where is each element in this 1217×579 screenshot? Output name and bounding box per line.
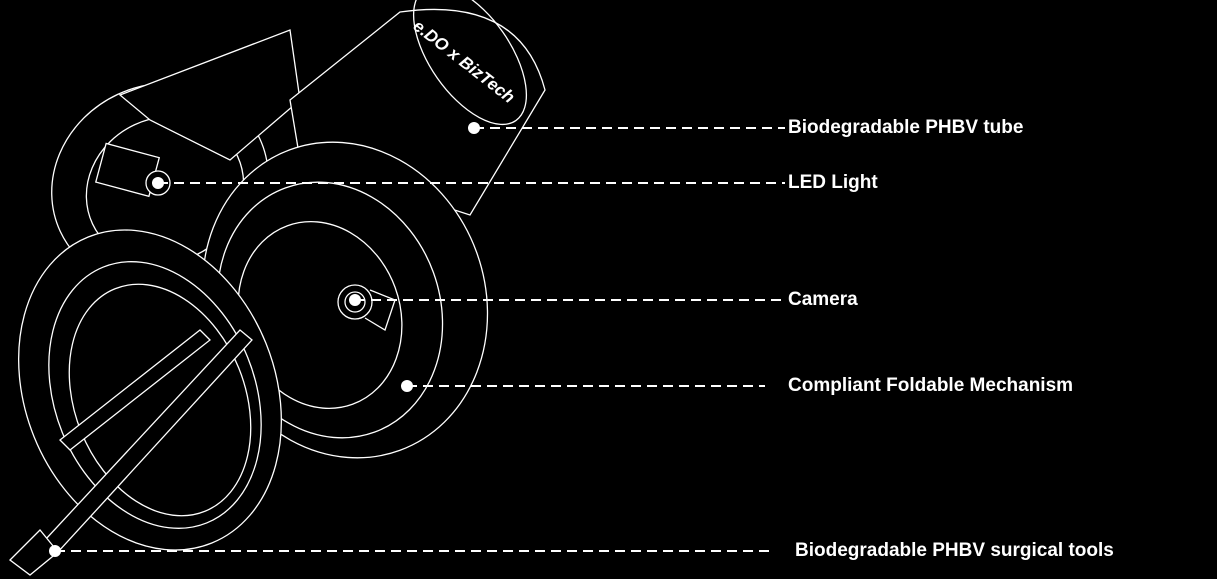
callout-label: Biodegradable PHBV tube [788, 117, 1023, 138]
callout-label: Compliant Foldable Mechanism [788, 375, 1073, 396]
callout-dot [49, 545, 61, 557]
callout-dot [152, 177, 164, 189]
diagram: e.DO x BizTech Biodegradable PHBV tubeLE… [0, 0, 1217, 579]
callout-label: LED Light [788, 172, 878, 193]
callout-dot [468, 122, 480, 134]
callout-label: Biodegradable PHBV surgical tools [795, 540, 1114, 561]
callout-dot [349, 294, 361, 306]
callout-label: Camera [788, 289, 858, 310]
page: {"tube_text": "e.DO x BizTech", "callout… [0, 0, 1217, 579]
callout-dot [401, 380, 413, 392]
